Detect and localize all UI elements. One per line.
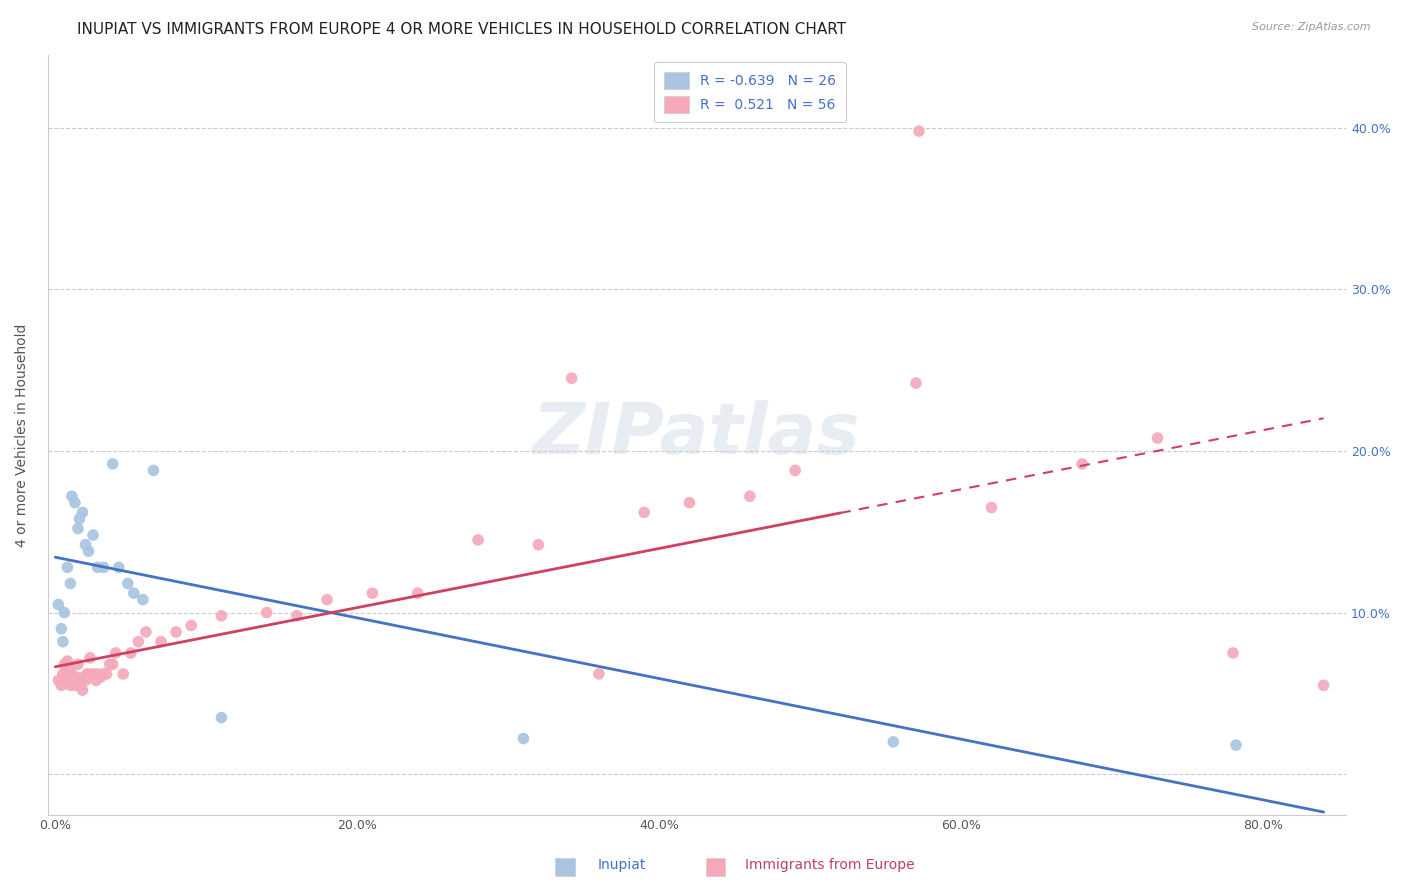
Point [882,735,904,749]
Point [62,673,84,688]
Point [785,463,807,477]
Point [132,592,155,607]
Point [82,667,104,681]
Point [86,667,108,681]
Point [107,560,129,574]
Point [512,731,534,746]
Legend: R = -0.639   N = 26, R =  0.521   N = 56: R = -0.639 N = 26, R = 0.521 N = 56 [654,62,846,122]
Point [101,657,124,672]
Point [75,538,97,552]
Point [1146,431,1168,445]
Point [150,634,173,648]
Point [77,667,100,681]
Point [60,489,83,503]
Point [127,634,149,648]
Point [58,662,80,676]
Point [60,667,83,681]
Point [1312,678,1334,692]
Point [904,376,927,391]
Point [561,371,583,385]
Point [63,496,86,510]
Point [93,560,115,574]
Point [588,667,610,681]
Point [55,670,77,684]
Point [117,576,139,591]
Point [1225,738,1247,752]
Point [527,538,550,552]
Text: ZIPatlas: ZIPatlas [533,401,860,469]
Point [980,500,1002,515]
Point [908,124,931,138]
Point [120,646,142,660]
Point [1222,646,1244,660]
Point [79,650,101,665]
Point [633,505,655,519]
Point [53,657,76,672]
Point [180,618,202,632]
Point [86,560,108,574]
Point [59,678,82,692]
Point [46,673,69,688]
Point [46,598,69,612]
Point [69,512,91,526]
Point [52,667,75,681]
Point [77,544,100,558]
Point [66,657,89,672]
Point [361,586,384,600]
Text: Inupiat: Inupiat [598,858,645,872]
Point [96,667,118,681]
Point [65,670,87,684]
Point [165,624,187,639]
Point [316,592,339,607]
Point [467,533,489,547]
Point [285,608,308,623]
Point [70,673,93,688]
Text: Immigrants from Europe: Immigrants from Europe [745,858,915,872]
Point [90,670,112,684]
Y-axis label: 4 or more Vehicles in Household: 4 or more Vehicles in Household [15,323,30,547]
Point [51,622,73,636]
Point [56,560,79,574]
Point [53,606,76,620]
Point [66,522,89,536]
Point [209,710,232,724]
Point [135,624,157,639]
Point [63,678,86,692]
Point [72,505,94,519]
Point [76,667,98,681]
Point [51,678,73,692]
Point [1071,457,1094,471]
Text: INUPIAT VS IMMIGRANTS FROM EUROPE 4 OR MORE VEHICLES IN HOUSEHOLD CORRELATION CH: INUPIAT VS IMMIGRANTS FROM EUROPE 4 OR M… [77,22,846,37]
Point [678,496,700,510]
Point [738,489,761,503]
Point [75,673,97,688]
Point [52,634,75,648]
Point [93,667,115,681]
Point [101,457,124,471]
Point [122,586,145,600]
Point [82,528,104,542]
Point [209,608,232,623]
Point [72,683,94,698]
Point [104,646,127,660]
Point [142,463,165,477]
Point [98,657,121,672]
Point [59,576,82,591]
Point [256,606,278,620]
Point [56,654,79,668]
Point [73,670,96,684]
Point [84,673,107,688]
Point [112,667,135,681]
Text: Source: ZipAtlas.com: Source: ZipAtlas.com [1253,22,1371,32]
Point [69,678,91,692]
Point [406,586,429,600]
